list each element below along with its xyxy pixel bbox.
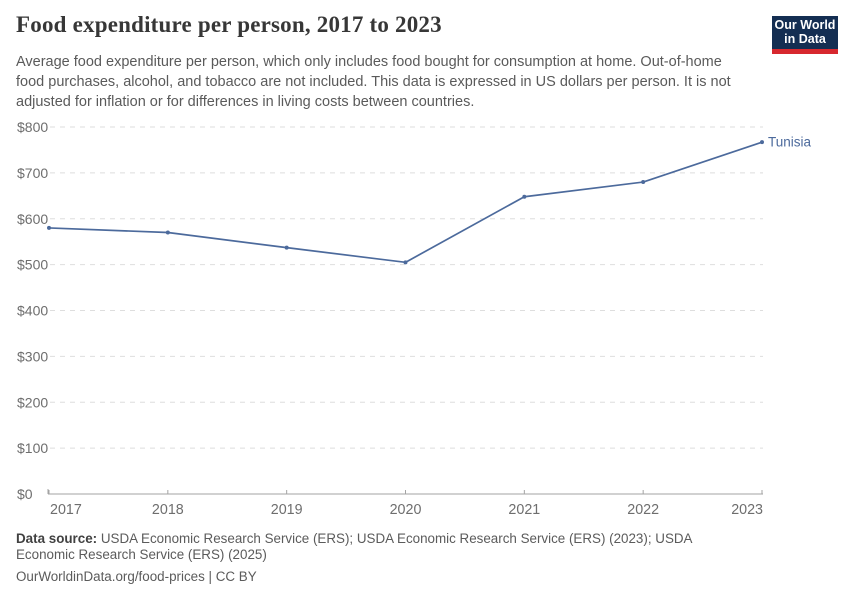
x-axis-label: 2020	[390, 502, 422, 518]
y-axis-label: $0	[17, 486, 33, 502]
x-axis-label: 2021	[508, 502, 540, 518]
data-point[interactable]	[403, 260, 408, 265]
y-axis-label: $300	[17, 348, 48, 364]
page-title: Food expenditure per person, 2017 to 202…	[16, 12, 442, 37]
owid-logo[interactable]: Our World in Data	[772, 16, 838, 54]
line-chart-svg[interactable]: $0 $100 $200 $300 $400 $500 $600 $700 $800 2017 20…	[0, 118, 850, 530]
x-axis-label: 2019	[271, 502, 303, 518]
x-axis-label: 2023	[731, 502, 763, 518]
y-axis-label: $200	[17, 394, 48, 410]
chart-subtitle: Average food expenditure per person, whi…	[16, 54, 731, 110]
data-point[interactable]	[284, 245, 289, 250]
chart-footer: Data source: USDA Economic Research Serv…	[16, 531, 749, 585]
logo-text-line1: Our World	[774, 18, 836, 32]
series-line-tunisia	[48, 141, 763, 264]
data-point[interactable]	[760, 140, 764, 145]
x-axis-label: 2018	[152, 502, 184, 518]
y-axis-label: $600	[17, 211, 48, 227]
data-point[interactable]	[165, 230, 170, 235]
y-axis-label: $400	[17, 303, 48, 319]
x-axis-label: 2017	[50, 502, 82, 518]
logo-text-line2: in Data	[784, 31, 826, 46]
series-label: Tunisia	[768, 135, 812, 150]
y-axis-label: $700	[17, 165, 48, 181]
y-axis-label: $800	[17, 119, 48, 135]
data-source-line: Data source: USDA Economic Research Serv…	[16, 531, 749, 562]
data-source-label: Data source:	[16, 531, 98, 546]
y-axis-label: $500	[17, 257, 48, 273]
data-source-value: USDA Economic Research Service (ERS); US…	[16, 531, 692, 562]
data-point[interactable]	[522, 194, 527, 199]
data-point[interactable]	[641, 180, 646, 185]
x-axis-label: 2022	[627, 502, 659, 518]
line-chart[interactable]: $0 $100 $200 $300 $400 $500 $600 $700 $800 2017 20…	[0, 118, 850, 530]
y-axis-label: $100	[17, 440, 48, 456]
data-point[interactable]	[47, 225, 51, 230]
attribution-link[interactable]: OurWorldinData.org/food-prices | CC BY	[16, 569, 257, 584]
